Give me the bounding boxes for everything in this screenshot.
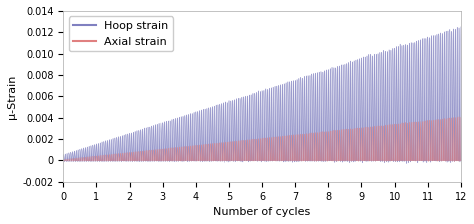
X-axis label: Number of cycles: Number of cycles bbox=[213, 207, 311, 217]
Legend: Hoop strain, Axial strain: Hoop strain, Axial strain bbox=[69, 17, 173, 51]
Y-axis label: μ-Strain: μ-Strain bbox=[7, 74, 17, 118]
